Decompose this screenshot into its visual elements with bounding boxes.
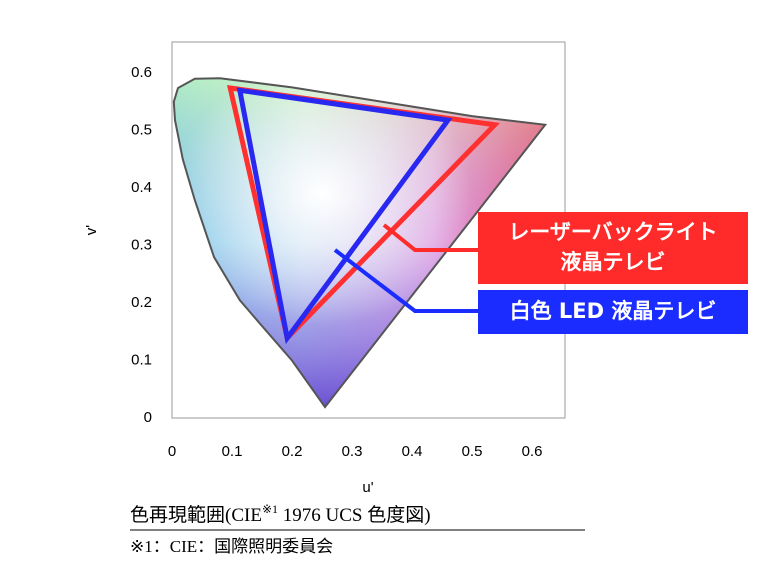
- x-axis-label: u': [362, 479, 373, 496]
- y-tick-label: 0.3: [131, 236, 152, 253]
- caption-note: ※1：CIE：国際照明委員会: [130, 537, 333, 556]
- annotation-text: 白色 LED 液晶テレビ: [510, 299, 717, 323]
- y-tick-label: 0.2: [131, 294, 152, 311]
- annotation-box: [478, 290, 748, 334]
- x-tick-label: 0: [168, 443, 176, 460]
- caption: 色再現範囲(CIE※1 1976 UCS 色度図): [130, 502, 431, 527]
- x-tick-label: 0.2: [282, 443, 303, 460]
- y-tick-label: 0.4: [131, 179, 152, 196]
- x-tick-label: 0.3: [342, 443, 363, 460]
- y-tick-label: 0.6: [131, 64, 152, 81]
- callout-line: [333, 248, 480, 313]
- annotation-box: [478, 212, 748, 284]
- gamut-triangle: [236, 87, 453, 345]
- y-tick-label: 0: [144, 409, 152, 426]
- annotation-text: レーザーバックライト: [508, 220, 717, 244]
- y-axis-label: v': [83, 225, 100, 236]
- spectral-locus: [172, 77, 548, 409]
- x-tick-label: 0.5: [462, 443, 483, 460]
- callout-line: [382, 223, 480, 252]
- annotation-text: 液晶テレビ: [561, 250, 666, 274]
- x-tick-label: 0.6: [522, 443, 543, 460]
- x-tick-label: 0.1: [222, 443, 243, 460]
- x-tick-label: 0.4: [402, 443, 423, 460]
- y-tick-label: 0.5: [131, 122, 152, 139]
- y-tick-label: 0.1: [131, 351, 152, 368]
